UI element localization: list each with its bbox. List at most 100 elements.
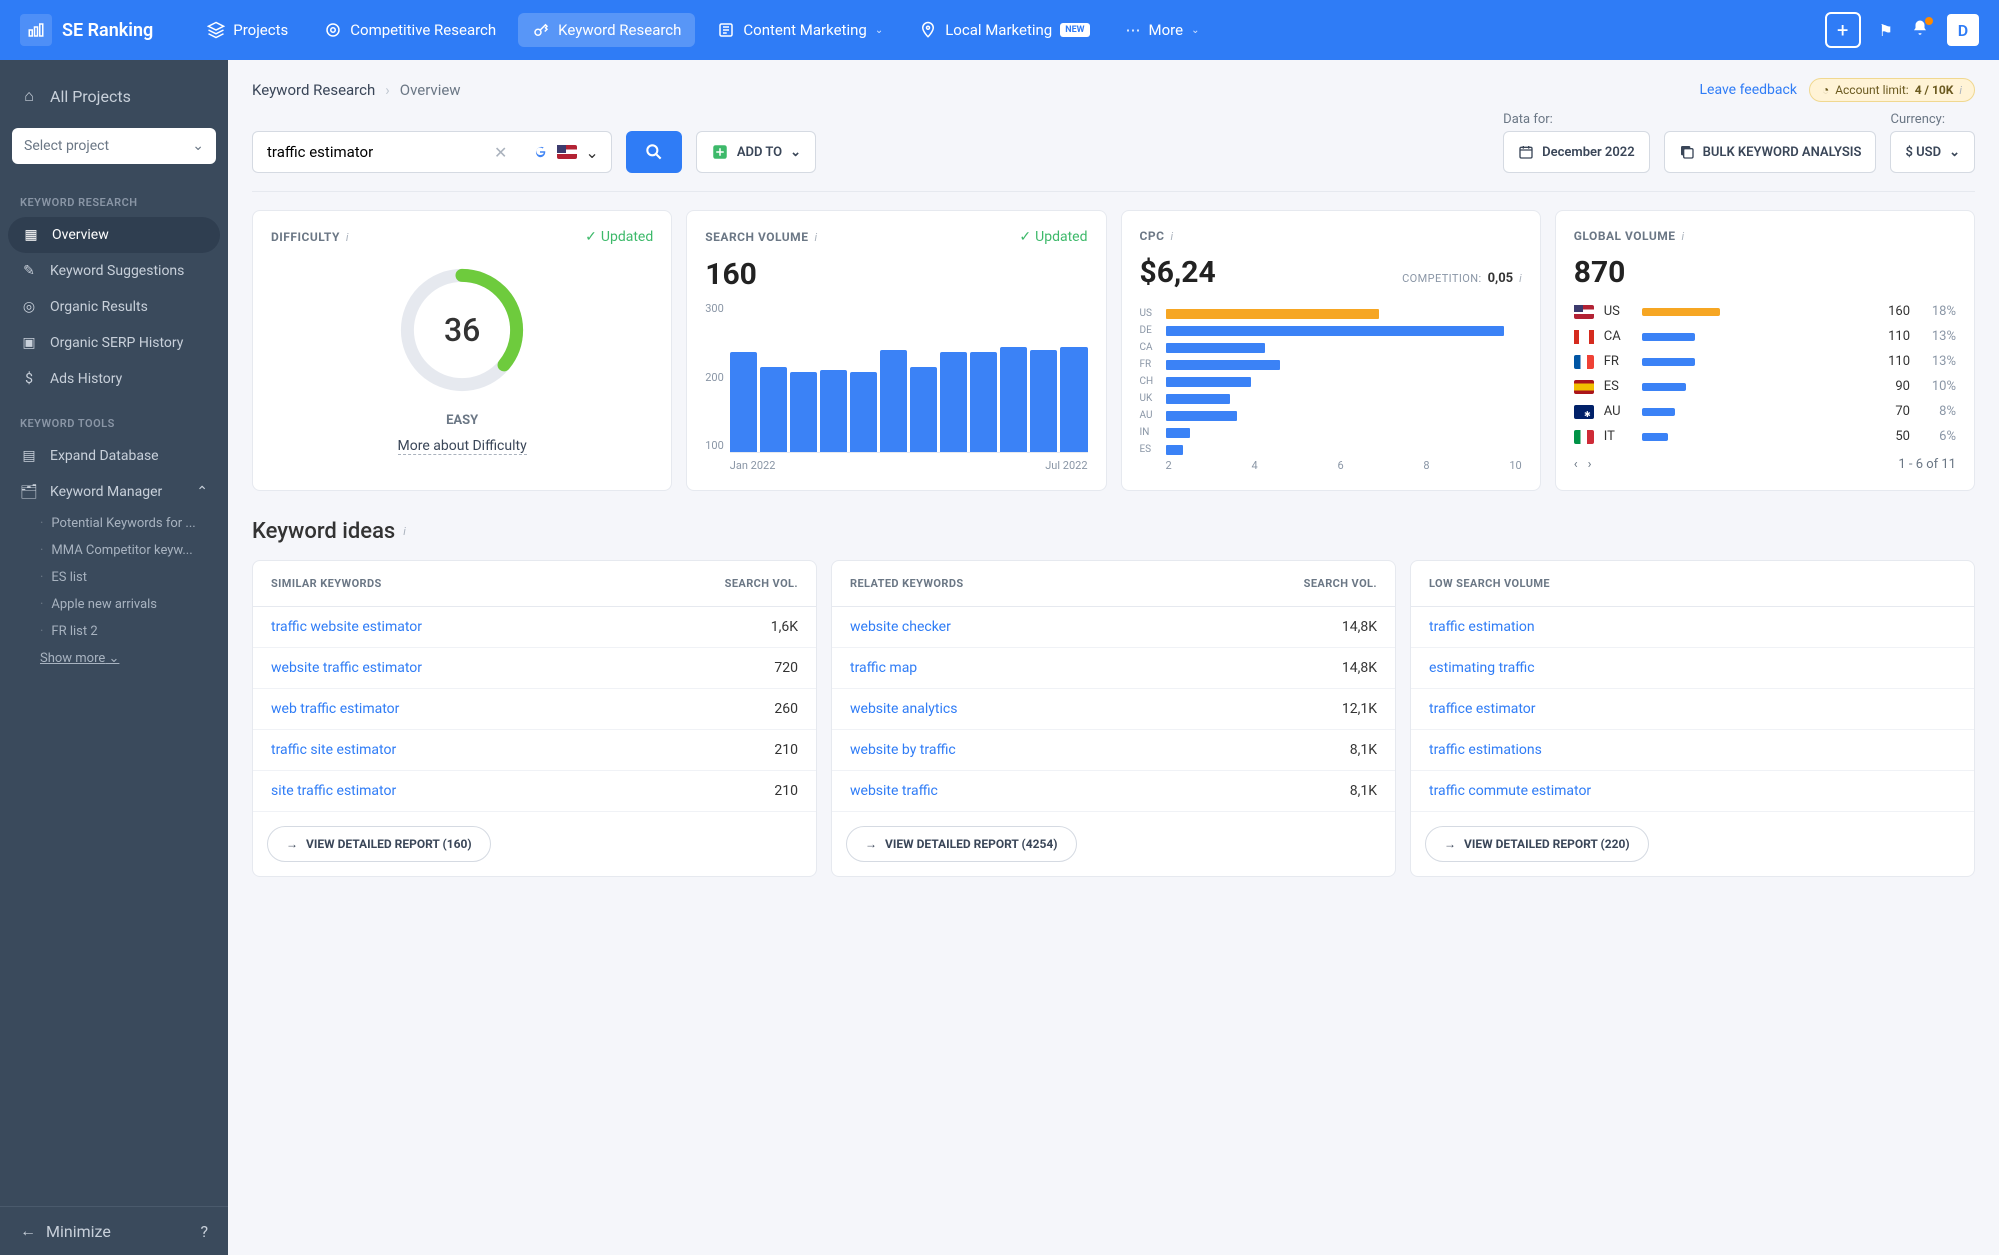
sidebar-show-more[interactable]: Show more ⌄: [0, 645, 228, 672]
sidebar-sub-potential[interactable]: Potential Keywords for ...: [0, 510, 228, 537]
breadcrumb-item: Overview: [400, 81, 461, 99]
cpc-value: $6,24: [1140, 255, 1216, 290]
global-volume-list: US16018%CA11013%FR11013%ES9010%AU708%IT5…: [1574, 304, 1956, 449]
info-icon[interactable]: i: [1682, 230, 1685, 243]
keyword-link[interactable]: traffic estimation: [1429, 619, 1956, 635]
nav-projects[interactable]: Projects: [193, 13, 302, 47]
search-button[interactable]: [626, 131, 682, 173]
sidebar-sub-apple[interactable]: Apple new arrivals: [0, 591, 228, 618]
competition-label: COMPETITION:: [1402, 272, 1481, 285]
view-report-button[interactable]: →VIEW DETAILED REPORT (220): [1425, 826, 1649, 862]
chevron-down-icon: ⌄: [585, 143, 598, 162]
chevron-down-icon: ⌄: [1191, 25, 1199, 36]
add-button[interactable]: +: [1825, 12, 1861, 48]
google-icon: [531, 143, 549, 161]
breadcrumb-item[interactable]: Keyword Research: [252, 81, 375, 99]
global-volume-row: CA11013%: [1574, 329, 1956, 344]
dots-icon: ⋯: [1126, 21, 1141, 39]
sidebar-minimize[interactable]: ←Minimize ?: [0, 1206, 228, 1255]
arrow-right-icon: →: [286, 837, 298, 851]
bulk-analysis-button[interactable]: BULK KEYWORD ANALYSIS: [1664, 131, 1877, 173]
keyword-row: website traffic8,1K: [832, 771, 1395, 812]
prev-page[interactable]: ‹: [1574, 457, 1578, 472]
nav-local[interactable]: Local Marketing NEW: [905, 13, 1103, 47]
keyword-row: website analytics12,1K: [832, 689, 1395, 730]
top-nav: SE Ranking Projects Competitive Research…: [0, 0, 1999, 60]
info-icon[interactable]: i: [1959, 84, 1962, 97]
keyword-link[interactable]: traffic map: [850, 660, 1342, 676]
keyword-link[interactable]: traffic website estimator: [271, 619, 771, 635]
view-report-button[interactable]: →VIEW DETAILED REPORT (160): [267, 826, 491, 862]
brand-name: SE Ranking: [62, 20, 153, 41]
sidebar-item-overview[interactable]: ▦ Overview: [8, 217, 220, 253]
keyword-ideas-grid: SIMILAR KEYWORDSSEARCH VOL. traffic webs…: [252, 560, 1975, 877]
sidebar-sub-mma[interactable]: MMA Competitor keyw...: [0, 537, 228, 564]
keyword-link[interactable]: traffic site estimator: [271, 742, 774, 758]
toolbar: ✕ ⌄ ADD TO ⌄ Data for:: [252, 112, 1975, 192]
sidebar: ⌂ All Projects Select project ⌄ KEYWORD …: [0, 60, 228, 1255]
sidebar-sub-es[interactable]: ES list: [0, 564, 228, 591]
info-icon[interactable]: i: [1519, 272, 1522, 285]
global-volume-card: GLOBAL VOLUME i 870 US16018%CA11013%FR11…: [1555, 210, 1975, 491]
leave-feedback-link[interactable]: Leave feedback: [1700, 82, 1797, 98]
new-badge: NEW: [1060, 23, 1089, 37]
date-select[interactable]: December 2022: [1503, 131, 1649, 173]
sidebar-item-suggestions[interactable]: ✎ Keyword Suggestions: [0, 253, 228, 289]
calendar-icon: [1518, 144, 1534, 160]
keyword-link[interactable]: website by traffic: [850, 742, 1350, 758]
keyword-row: web traffic estimator260: [253, 689, 816, 730]
gauge-icon: ◔: [1822, 83, 1829, 97]
info-icon[interactable]: i: [814, 231, 817, 244]
sidebar-item-expand-db[interactable]: ▤ Expand Database: [0, 438, 228, 474]
sidebar-item-serp-history[interactable]: ▣ Organic SERP History: [0, 325, 228, 361]
add-to-button[interactable]: ADD TO ⌄: [696, 131, 816, 173]
keyword-row: website checker14,8K: [832, 607, 1395, 648]
more-difficulty-link[interactable]: More about Difficulty: [398, 438, 527, 455]
nav-more[interactable]: ⋯ More ⌄: [1112, 13, 1214, 47]
nav-keyword[interactable]: Keyword Research: [518, 13, 695, 47]
currency-select[interactable]: $ USD ⌄: [1890, 131, 1975, 173]
nav-competitive[interactable]: Competitive Research: [310, 13, 510, 47]
info-icon[interactable]: i: [1170, 230, 1173, 243]
nav-content[interactable]: Content Marketing ⌄: [703, 13, 897, 47]
search-engine-select[interactable]: ⌄: [519, 131, 611, 173]
data-for-label: Data for:: [1503, 112, 1649, 127]
sidebar-item-organic[interactable]: ◎ Organic Results: [0, 289, 228, 325]
keyword-link[interactable]: estimating traffic: [1429, 660, 1956, 676]
view-report-button[interactable]: →VIEW DETAILED REPORT (4254): [846, 826, 1077, 862]
currency-label: Currency:: [1890, 112, 1975, 127]
keyword-link[interactable]: website traffic: [850, 783, 1350, 799]
flag-icon[interactable]: ⚑: [1879, 21, 1893, 40]
keyword-link[interactable]: website checker: [850, 619, 1342, 635]
nav-items: Projects Competitive Research Keyword Re…: [193, 13, 1824, 47]
keyword-link[interactable]: website traffic estimator: [271, 660, 774, 676]
clear-icon[interactable]: ✕: [494, 143, 507, 162]
keyword-link[interactable]: traffice estimator: [1429, 701, 1956, 717]
keyword-link[interactable]: website analytics: [850, 701, 1342, 717]
keyword-link[interactable]: traffic estimations: [1429, 742, 1956, 758]
info-icon[interactable]: i: [346, 231, 349, 244]
keyword-row: traffic website estimator1,6K: [253, 607, 816, 648]
sidebar-item-keyword-manager[interactable]: 🗂 Keyword Manager ⌃: [0, 474, 228, 510]
brand-logo[interactable]: SE Ranking: [20, 14, 153, 46]
avatar[interactable]: D: [1947, 14, 1979, 46]
keyword-link[interactable]: site traffic estimator: [271, 783, 774, 799]
bell-icon[interactable]: [1911, 19, 1929, 41]
project-select[interactable]: Select project ⌄: [12, 128, 216, 164]
difficulty-donut: 36: [397, 265, 527, 395]
arrow-right-icon: →: [1444, 837, 1456, 851]
global-volume-pager: ‹ › 1 - 6 of 11: [1574, 457, 1956, 472]
keyword-link[interactable]: traffic commute estimator: [1429, 783, 1956, 799]
sidebar-sub-fr[interactable]: FR list 2: [0, 618, 228, 645]
flag-icon: [1574, 405, 1594, 419]
sidebar-item-ads-history[interactable]: $ Ads History: [0, 361, 228, 397]
sidebar-all-projects[interactable]: ⌂ All Projects: [0, 76, 228, 116]
help-icon[interactable]: ?: [200, 1222, 208, 1241]
flag-icon: [1574, 305, 1594, 319]
keyword-input[interactable]: [252, 131, 522, 173]
keyword-link[interactable]: web traffic estimator: [271, 701, 774, 717]
info-icon[interactable]: i: [403, 525, 406, 538]
chevron-down-icon: ⌄: [192, 138, 204, 154]
account-limit-badge: ◔ Account limit: 4 / 10K i: [1809, 78, 1975, 102]
next-page[interactable]: ›: [1588, 457, 1592, 472]
